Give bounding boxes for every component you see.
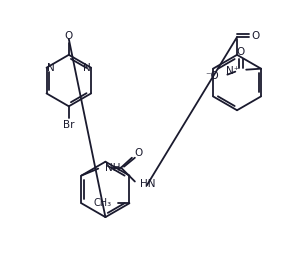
Text: O: O: [236, 47, 244, 57]
Text: O: O: [65, 31, 73, 41]
Text: CH₃: CH₃: [93, 198, 112, 208]
Text: O: O: [252, 31, 260, 41]
Text: N: N: [83, 63, 91, 73]
Text: NH: NH: [105, 163, 121, 173]
Text: N: N: [47, 63, 54, 73]
Text: ⁻O: ⁻O: [206, 70, 220, 81]
Text: N⁺: N⁺: [226, 66, 239, 76]
Text: O: O: [135, 148, 143, 158]
Text: Br: Br: [63, 120, 74, 130]
Text: HN: HN: [140, 179, 155, 190]
